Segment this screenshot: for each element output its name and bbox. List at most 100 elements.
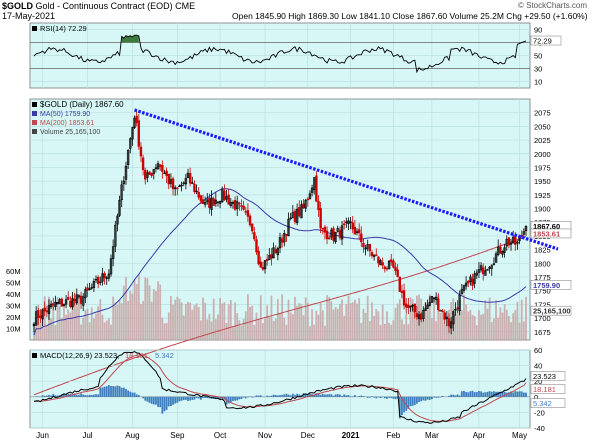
candle-body — [203, 201, 207, 205]
macd-histogram-bar — [242, 396, 245, 398]
volume-bar — [240, 325, 243, 340]
candle-body — [370, 252, 374, 257]
candle-body — [306, 198, 310, 201]
volume-bar — [217, 314, 219, 340]
high-label: High — [288, 11, 306, 21]
macd-histogram-bar — [90, 394, 93, 397]
macd-histogram-bar — [424, 396, 427, 401]
candle-body — [276, 248, 280, 256]
rsi-tick-label: 90 — [534, 26, 542, 35]
candle-body — [345, 221, 348, 224]
candle-body — [225, 196, 228, 200]
volume-bar — [279, 312, 281, 340]
macd-histogram-bar — [251, 396, 254, 398]
price-tick-label: 1925 — [534, 191, 551, 200]
volume-scale-label: 60M — [6, 267, 21, 276]
volume-scale-label: 20M — [6, 313, 21, 322]
rsi-last-box — [530, 35, 562, 46]
volume-bar — [522, 321, 525, 340]
volume-bar — [236, 313, 239, 340]
macd-tick-label: -40 — [534, 424, 545, 433]
candle-body — [409, 305, 412, 308]
exchange-label: CME — [175, 1, 196, 11]
candle-body — [270, 254, 273, 259]
symbol-label: $GOLD — [2, 1, 34, 11]
candle-body — [319, 208, 322, 229]
macd-histogram-bar — [428, 396, 431, 400]
x-tick-label: 2021 — [342, 431, 360, 440]
x-tick-label: Aug — [125, 431, 139, 440]
macd-histogram-bar — [142, 396, 144, 399]
macd-histogram-bar — [129, 391, 132, 397]
macd-hist-tag: 5.342 — [533, 399, 552, 408]
candle-body — [62, 303, 66, 307]
macd-histogram-bar — [390, 396, 393, 399]
open-label: Open — [232, 11, 253, 21]
candle-body — [492, 263, 496, 265]
macd-histogram-bar — [456, 394, 459, 397]
close-label: Close — [392, 11, 415, 21]
macd-histogram-bar — [197, 396, 200, 399]
volume-bar — [456, 308, 459, 340]
candle-body — [413, 303, 416, 313]
macd-histogram-bar — [330, 394, 333, 397]
macd-signal-box — [530, 384, 566, 394]
candle-body — [43, 307, 46, 312]
candle-body — [101, 273, 104, 282]
macd-histogram-bar — [167, 396, 170, 407]
candle-body — [494, 253, 498, 263]
macd-histogram-bar — [217, 396, 219, 399]
candle-body — [188, 173, 192, 184]
volume-bar — [234, 302, 236, 340]
volume-bar — [75, 295, 78, 340]
candle-body — [302, 203, 305, 209]
macd-histogram-bar — [199, 396, 202, 400]
volume-bar — [261, 322, 264, 340]
volume-bar — [445, 318, 448, 340]
volume-bar — [73, 299, 76, 340]
macd-histogram-bar — [520, 391, 523, 397]
macd-last-box — [530, 371, 566, 381]
candle-body — [41, 309, 44, 320]
candle-body — [169, 179, 173, 184]
macd-histogram-bar — [448, 395, 450, 397]
macd-histogram-bar — [56, 395, 59, 397]
volume-bar — [161, 317, 164, 340]
volume-bar — [433, 298, 435, 340]
candle-body — [197, 191, 200, 198]
volume-bar — [362, 308, 365, 340]
volume-bar — [56, 297, 59, 340]
candle-body — [327, 237, 331, 240]
x-tick-label: Jul — [82, 431, 92, 440]
volume-bar — [388, 322, 390, 340]
candle-body — [496, 246, 500, 255]
macd-histogram-bar — [522, 392, 525, 397]
macd-histogram-bar — [219, 396, 222, 400]
candle-body — [482, 267, 485, 275]
volume-bar — [507, 315, 510, 340]
candle-body — [90, 287, 93, 289]
macd-histogram-bar — [422, 396, 425, 401]
macd-histogram-bar — [163, 396, 166, 412]
macd-histogram-bar — [409, 396, 412, 407]
candle-body — [118, 200, 121, 216]
candle-body — [240, 205, 243, 207]
volume-bar — [458, 300, 461, 340]
volume-bar — [264, 318, 266, 340]
volume-bar — [163, 323, 166, 340]
macd-histogram-bar — [182, 396, 185, 401]
volume-bar — [495, 300, 497, 340]
x-tick-label: Sep — [170, 431, 185, 440]
candle-body — [285, 234, 288, 236]
candle-body — [516, 241, 519, 244]
volume-bar — [394, 307, 397, 340]
macd-histogram-bar — [236, 396, 239, 401]
candle-body — [434, 296, 438, 301]
volume-bar — [170, 295, 172, 340]
macd-histogram-bar — [386, 396, 388, 399]
candle-body — [330, 229, 333, 238]
volume-bar — [411, 299, 414, 340]
macd-histogram-bar — [122, 387, 125, 397]
macd-histogram-bar — [255, 395, 258, 397]
candle-body — [150, 173, 153, 176]
